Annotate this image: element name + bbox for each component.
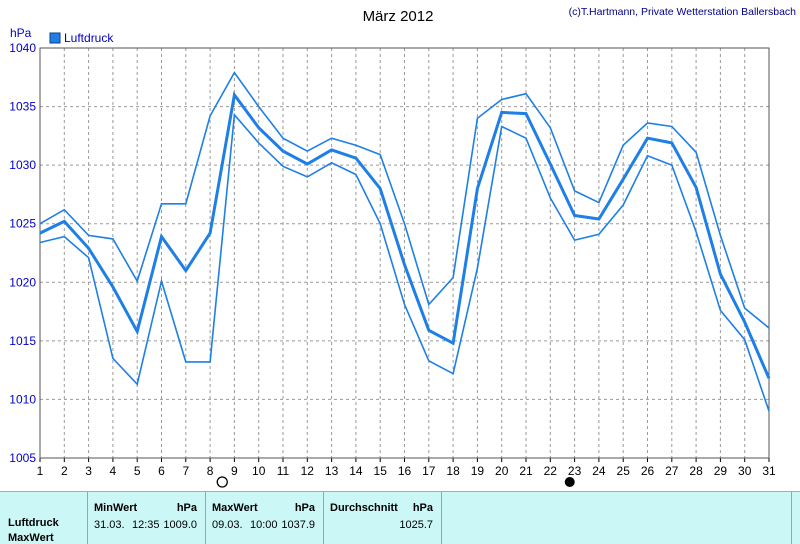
x-tick-label: 28 <box>689 464 703 478</box>
x-tick-label: 14 <box>349 464 363 478</box>
x-tick-label: 2 <box>61 464 68 478</box>
grid-lines <box>40 48 769 458</box>
max-time: 10:00 <box>250 519 278 531</box>
x-tick-label: 25 <box>617 464 631 478</box>
max-header: MaxWert <box>212 502 258 514</box>
stats-row-label-2: MaxWert <box>8 532 54 544</box>
x-tick-label: 27 <box>665 464 679 478</box>
min-header: MinWert <box>94 502 138 514</box>
series-lines <box>39 71 771 412</box>
legend-label: Luftdruck <box>64 31 114 45</box>
axes <box>39 47 770 462</box>
x-tick-label: 16 <box>398 464 412 478</box>
x-tick-label: 30 <box>738 464 752 478</box>
x-tick-label: 4 <box>110 464 117 478</box>
y-tick-label: 1030 <box>9 158 36 172</box>
x-tick-labels: 1 2 3 4 5 6 7 8 9 10 11 12 13 14 15 16 17 18 19 20 21 22 23 24 2… <box>37 464 776 478</box>
full-moon-icon <box>216 476 228 488</box>
x-tick-label: 12 <box>301 464 315 478</box>
y-tick-label: 1040 <box>9 41 36 55</box>
y-tick-label: 1010 <box>9 392 36 406</box>
x-tick-label: 20 <box>495 464 509 478</box>
min-date: 31.03. <box>94 519 125 531</box>
x-tick-label: 6 <box>158 464 165 478</box>
x-tick-label: 7 <box>182 464 189 478</box>
min-unit: hPa <box>176 502 197 514</box>
max-unit: hPa <box>294 502 315 514</box>
x-tick-label: 17 <box>422 464 436 478</box>
credit-text: (c)T.Hartmann, Private Wetterstation Bal… <box>569 6 797 18</box>
y-unit-label: hPa <box>10 26 32 40</box>
stats-row-label: Luftdruck <box>8 517 59 529</box>
avg-unit: hPa <box>412 502 433 514</box>
y-tick-labels: 1005 1010 1015 1020 1025 1030 1035 1040 <box>9 41 36 465</box>
series-line-max <box>39 71 770 329</box>
avg-value: 1025.7 <box>399 519 433 531</box>
y-tick-label: 1035 <box>9 100 36 114</box>
x-tick-label: 21 <box>519 464 533 478</box>
max-date: 09.03. <box>212 519 243 531</box>
y-tick-label: 1025 <box>9 217 36 231</box>
statistics-panel: Luftdruck MaxWert MinWert hPa 31.03. 12:… <box>0 491 800 544</box>
x-tick-label: 5 <box>134 464 141 478</box>
x-tick-label: 3 <box>85 464 92 478</box>
legend-swatch <box>49 32 61 44</box>
x-tick-label: 18 <box>446 464 460 478</box>
min-time: 12:35 <box>132 519 160 531</box>
x-tick-label: 19 <box>471 464 485 478</box>
x-tick-label: 13 <box>325 464 339 478</box>
y-tick-label: 1015 <box>9 334 36 348</box>
plot-frame <box>39 47 770 459</box>
x-tick-label: 10 <box>252 464 266 478</box>
x-tick-label: 15 <box>374 464 388 478</box>
avg-header: Durchschnitt <box>330 502 398 514</box>
moon-phase-markers <box>216 476 575 488</box>
x-tick-label: 29 <box>714 464 728 478</box>
stats-min-column: MinWert hPa 31.03. 12:35 1009.0 <box>88 492 206 544</box>
x-tick-label: 11 <box>277 464 290 478</box>
min-value: 1009.0 <box>163 519 197 531</box>
x-tick-label: 1 <box>37 464 44 478</box>
stats-label-column: Luftdruck MaxWert <box>0 492 88 544</box>
series-line-min <box>39 112 770 412</box>
x-tick-label: 26 <box>641 464 655 478</box>
x-tick-label: 22 <box>544 464 558 478</box>
series-line-avg <box>39 91 771 379</box>
x-tick-label: 31 <box>762 464 776 478</box>
new-moon-icon <box>564 477 575 487</box>
y-tick-label: 1005 <box>9 451 36 465</box>
stats-empty-column <box>442 492 792 544</box>
x-tick-label: 9 <box>231 464 238 478</box>
chart-title: März 2012 <box>363 8 434 25</box>
x-tick-label: 23 <box>568 464 582 478</box>
max-value: 1037.9 <box>281 519 315 531</box>
y-tick-label: 1020 <box>9 275 36 289</box>
x-tick-label: 8 <box>207 464 214 478</box>
x-tick-label: 24 <box>592 464 606 478</box>
pressure-chart: März 2012 (c)T.Hartmann, Private Wetters… <box>9 6 797 488</box>
stats-avg-column: Durchschnitt hPa 1025.7 <box>324 492 442 544</box>
stats-max-column: MaxWert hPa 09.03. 10:00 1037.9 <box>206 492 324 544</box>
